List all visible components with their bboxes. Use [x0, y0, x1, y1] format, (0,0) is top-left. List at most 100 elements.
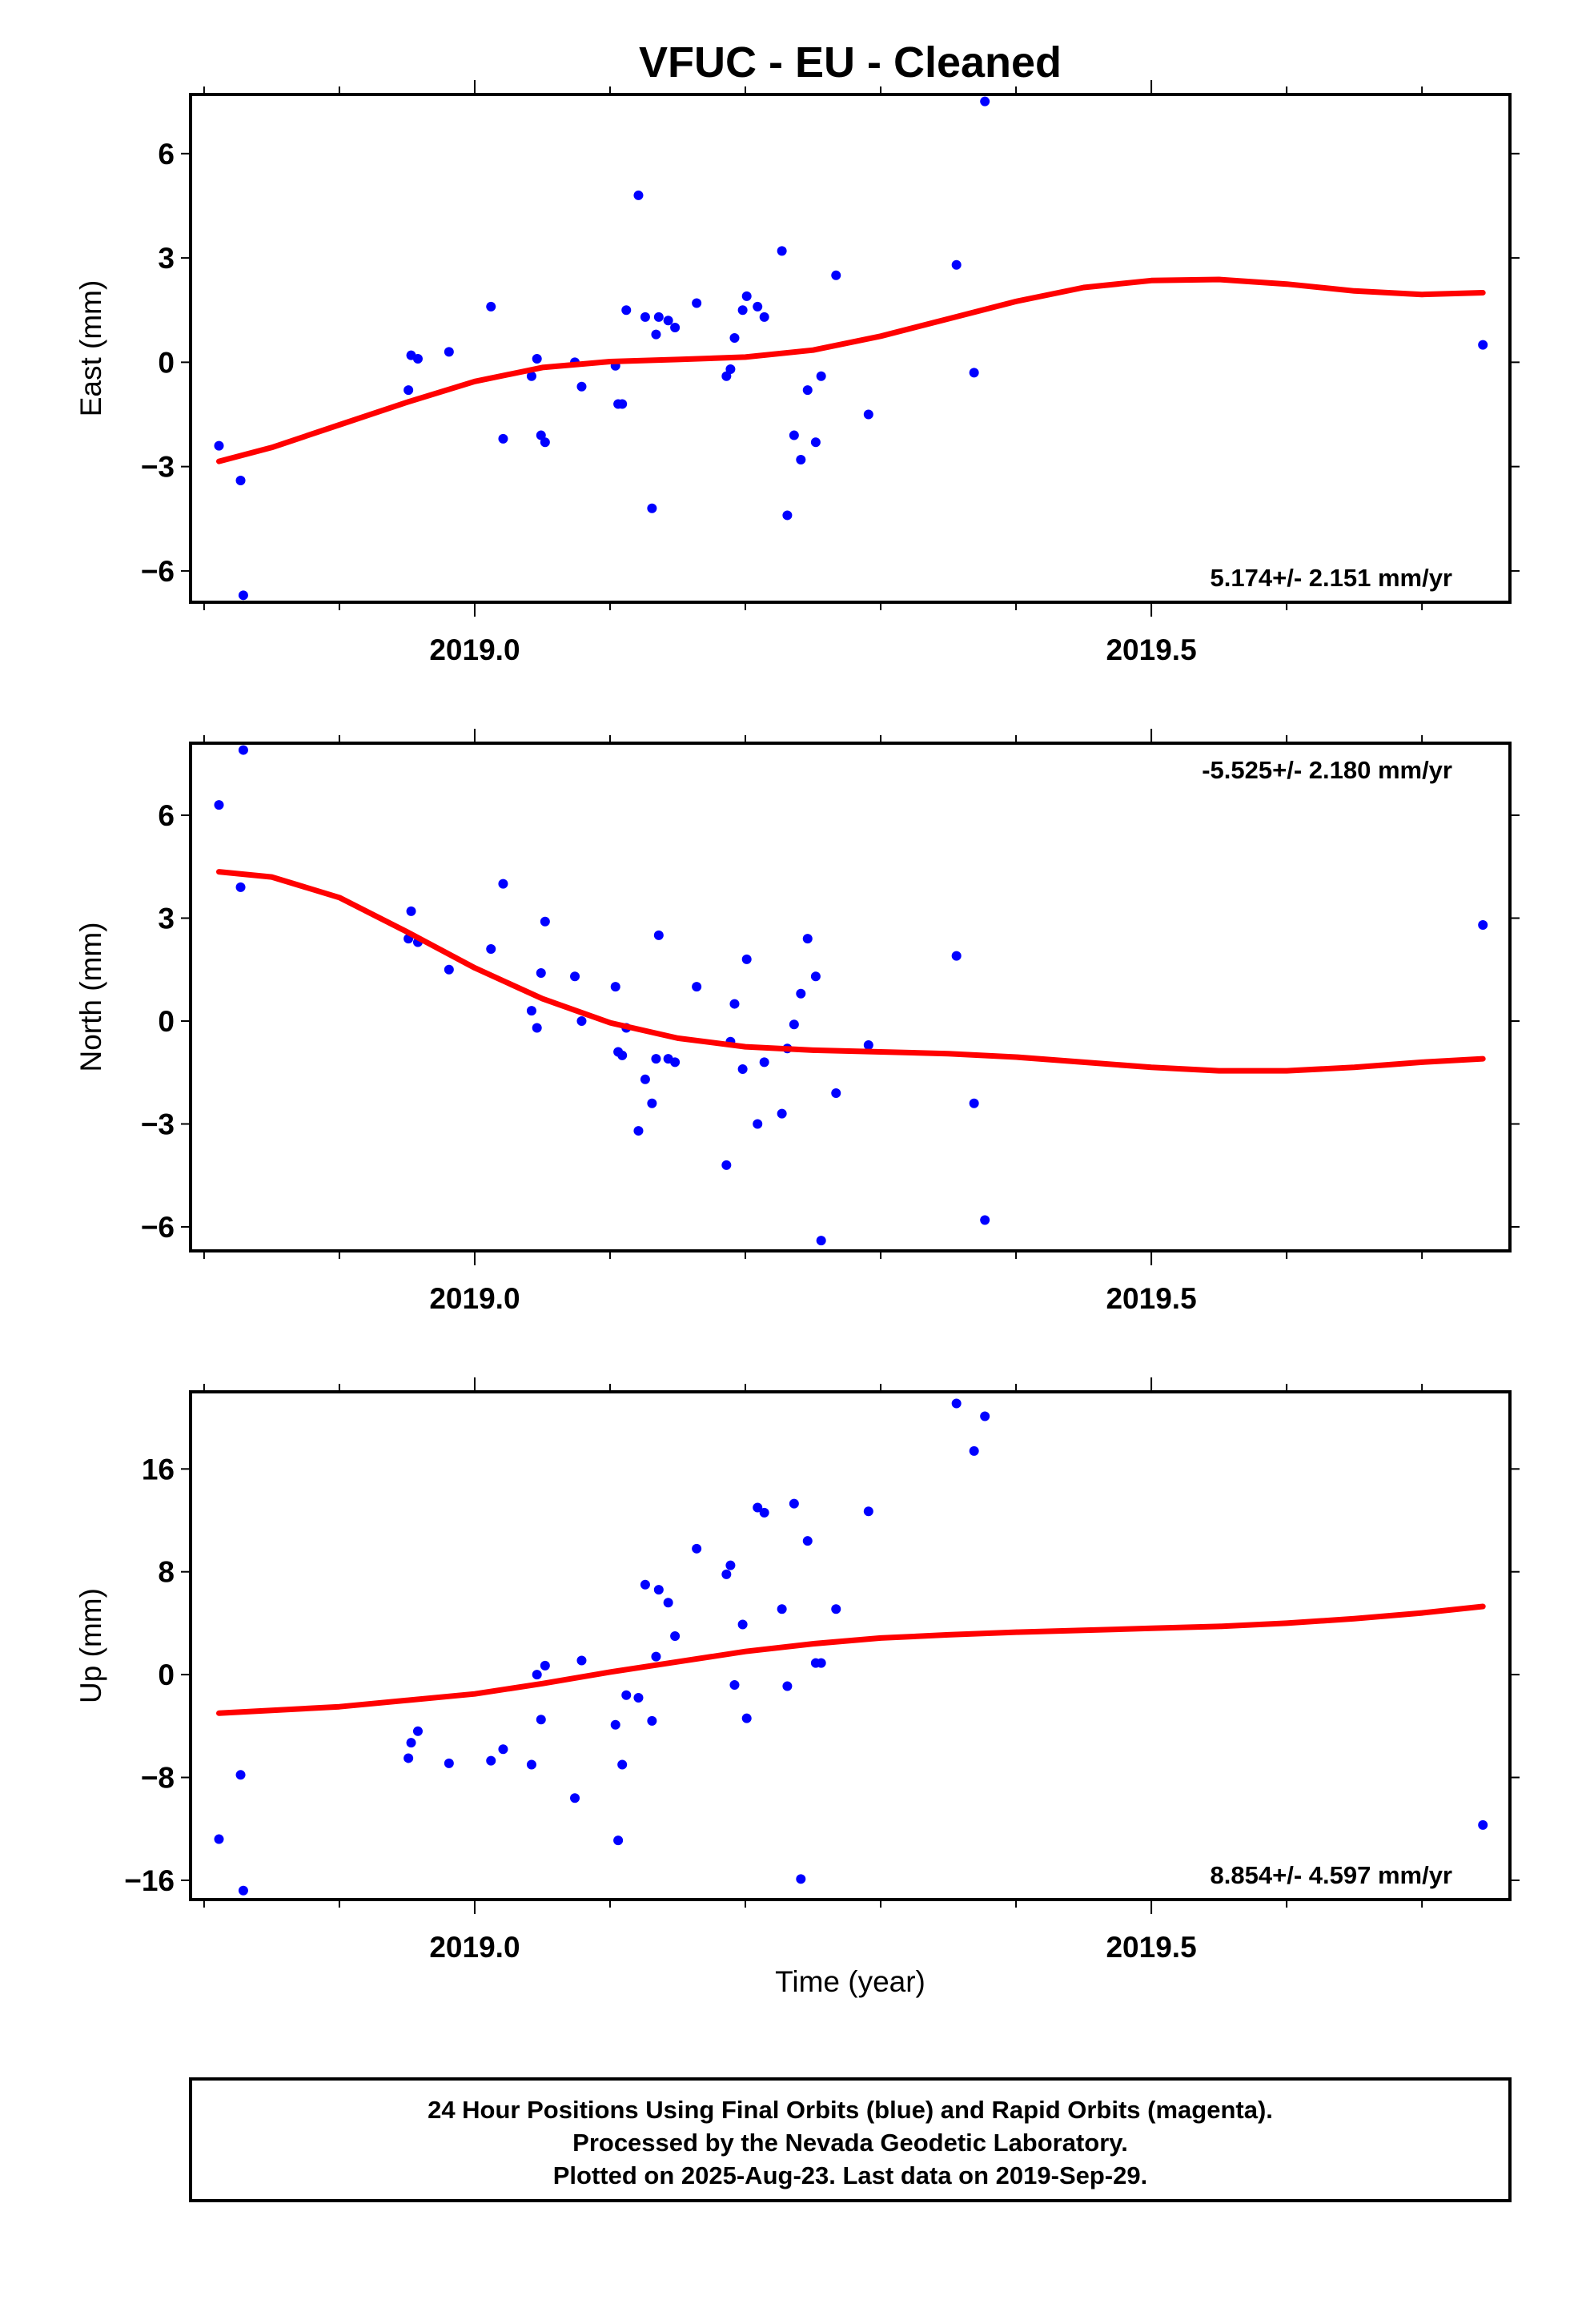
- east-data-point: [526, 371, 536, 381]
- up-data-point: [498, 1744, 508, 1755]
- east-data-point: [759, 312, 769, 322]
- north-data-point: [670, 1057, 681, 1068]
- east-y-axis-label: East (mm): [74, 280, 107, 417]
- east-data-point: [576, 381, 587, 392]
- north-data-point: [753, 1119, 763, 1129]
- north-data-point: [653, 930, 664, 940]
- east-data-point: [653, 312, 664, 322]
- north-data-point: [980, 1215, 990, 1225]
- east-data-point: [640, 312, 650, 322]
- up-data-point: [647, 1715, 657, 1726]
- north-data-point: [647, 1098, 657, 1108]
- north-data-point: [640, 1074, 650, 1084]
- up-data-point: [670, 1630, 681, 1641]
- east-trend-line: [216, 276, 1486, 464]
- up-data-point: [412, 1726, 423, 1736]
- north-data-point: [570, 971, 580, 982]
- east-data-point: [725, 364, 736, 375]
- east-data-point: [214, 440, 224, 451]
- up-data-point: [777, 1604, 787, 1614]
- up-data-point: [653, 1585, 664, 1595]
- up-data-point: [406, 1738, 416, 1748]
- up-data-point: [802, 1536, 813, 1546]
- footer-line-2: Processed by the Nevada Geodetic Laborat…: [572, 2129, 1128, 2157]
- east-data-point: [753, 301, 763, 312]
- north-data-point: [802, 934, 813, 944]
- north-data-point: [759, 1057, 769, 1068]
- north-plot-frame: [189, 742, 1512, 1252]
- north-y-axis-label: North (mm): [74, 922, 107, 1072]
- north-data-point: [633, 1126, 644, 1136]
- east-ytick-label: 0: [158, 346, 175, 379]
- north-data-point: [777, 1108, 787, 1119]
- north-data-point: [540, 916, 550, 927]
- up-data-point: [816, 1658, 826, 1668]
- east-data-point: [651, 329, 661, 340]
- east-data-point: [536, 430, 546, 440]
- east-data-point: [621, 305, 632, 316]
- up-xtick-label: 2019.0: [429, 1931, 520, 1964]
- north-data-point: [536, 968, 546, 979]
- up-data-point: [576, 1655, 587, 1666]
- north-data-point: [692, 982, 702, 992]
- up-data-point: [789, 1498, 799, 1509]
- east-data-point: [729, 332, 740, 343]
- east-data-point: [633, 190, 644, 200]
- east-data-point: [816, 371, 826, 381]
- north-trend-line: [216, 869, 1486, 1074]
- east-data-point: [238, 590, 248, 601]
- up-data-point: [570, 1793, 580, 1803]
- north-xtick-label: 2019.5: [1106, 1282, 1196, 1315]
- up-data-point: [725, 1560, 736, 1570]
- up-data-point: [663, 1598, 673, 1608]
- up-data-point: [969, 1445, 979, 1456]
- east-ytick-label: −3: [141, 451, 175, 484]
- east-data-point: [444, 347, 454, 357]
- up-data-point: [951, 1398, 962, 1409]
- up-trend-line: [216, 1603, 1486, 1716]
- east-data-point: [782, 510, 793, 521]
- east-data-point: [741, 291, 752, 301]
- up-data-point: [617, 1759, 628, 1770]
- east-data-point: [810, 437, 821, 448]
- east-data-point: [540, 437, 550, 448]
- north-xtick-label: 2019.0: [429, 1282, 520, 1315]
- east-data-point: [663, 316, 673, 326]
- up-data-point: [404, 1753, 414, 1763]
- east-data-point: [404, 385, 414, 396]
- up-data-point: [610, 1719, 620, 1730]
- east-data-point: [692, 298, 702, 308]
- up-data-point: [633, 1693, 644, 1703]
- up-data-point: [444, 1758, 454, 1768]
- north-data-point: [796, 988, 806, 999]
- east-data-point: [951, 259, 962, 270]
- up-data-point: [753, 1502, 763, 1513]
- footer-line-3: Plotted on 2025-Aug-23. Last data on 201…: [553, 2161, 1147, 2189]
- east-ytick-label: 6: [158, 138, 175, 171]
- north-data-point: [789, 1019, 799, 1030]
- up-data-point: [536, 1715, 546, 1725]
- east-data-point: [670, 322, 681, 332]
- north-data-point: [532, 1023, 542, 1033]
- up-data-point: [863, 1506, 873, 1517]
- north-data-point: [238, 745, 248, 755]
- up-data-point: [235, 1770, 246, 1780]
- north-data-point: [617, 1050, 628, 1060]
- up-data-point: [759, 1507, 769, 1518]
- east-ytick-label: −6: [141, 555, 175, 588]
- up-data-point: [782, 1681, 793, 1691]
- x-axis-label: Time (year): [775, 1965, 926, 1998]
- north-data-point: [810, 971, 821, 982]
- north-ytick-label: 0: [158, 1005, 175, 1038]
- up-data-point: [640, 1579, 650, 1590]
- north-data-point: [969, 1098, 979, 1108]
- footer-line-1: 24 Hour Positions Using Final Orbits (bl…: [428, 2096, 1273, 2124]
- north-data-point: [651, 1054, 661, 1064]
- north-data-point: [729, 999, 740, 1009]
- north-ytick-label: 6: [158, 799, 175, 832]
- north-data-point: [816, 1236, 826, 1246]
- east-data-point: [737, 305, 748, 316]
- north-data-point: [737, 1063, 748, 1074]
- north-data-point: [576, 1015, 587, 1026]
